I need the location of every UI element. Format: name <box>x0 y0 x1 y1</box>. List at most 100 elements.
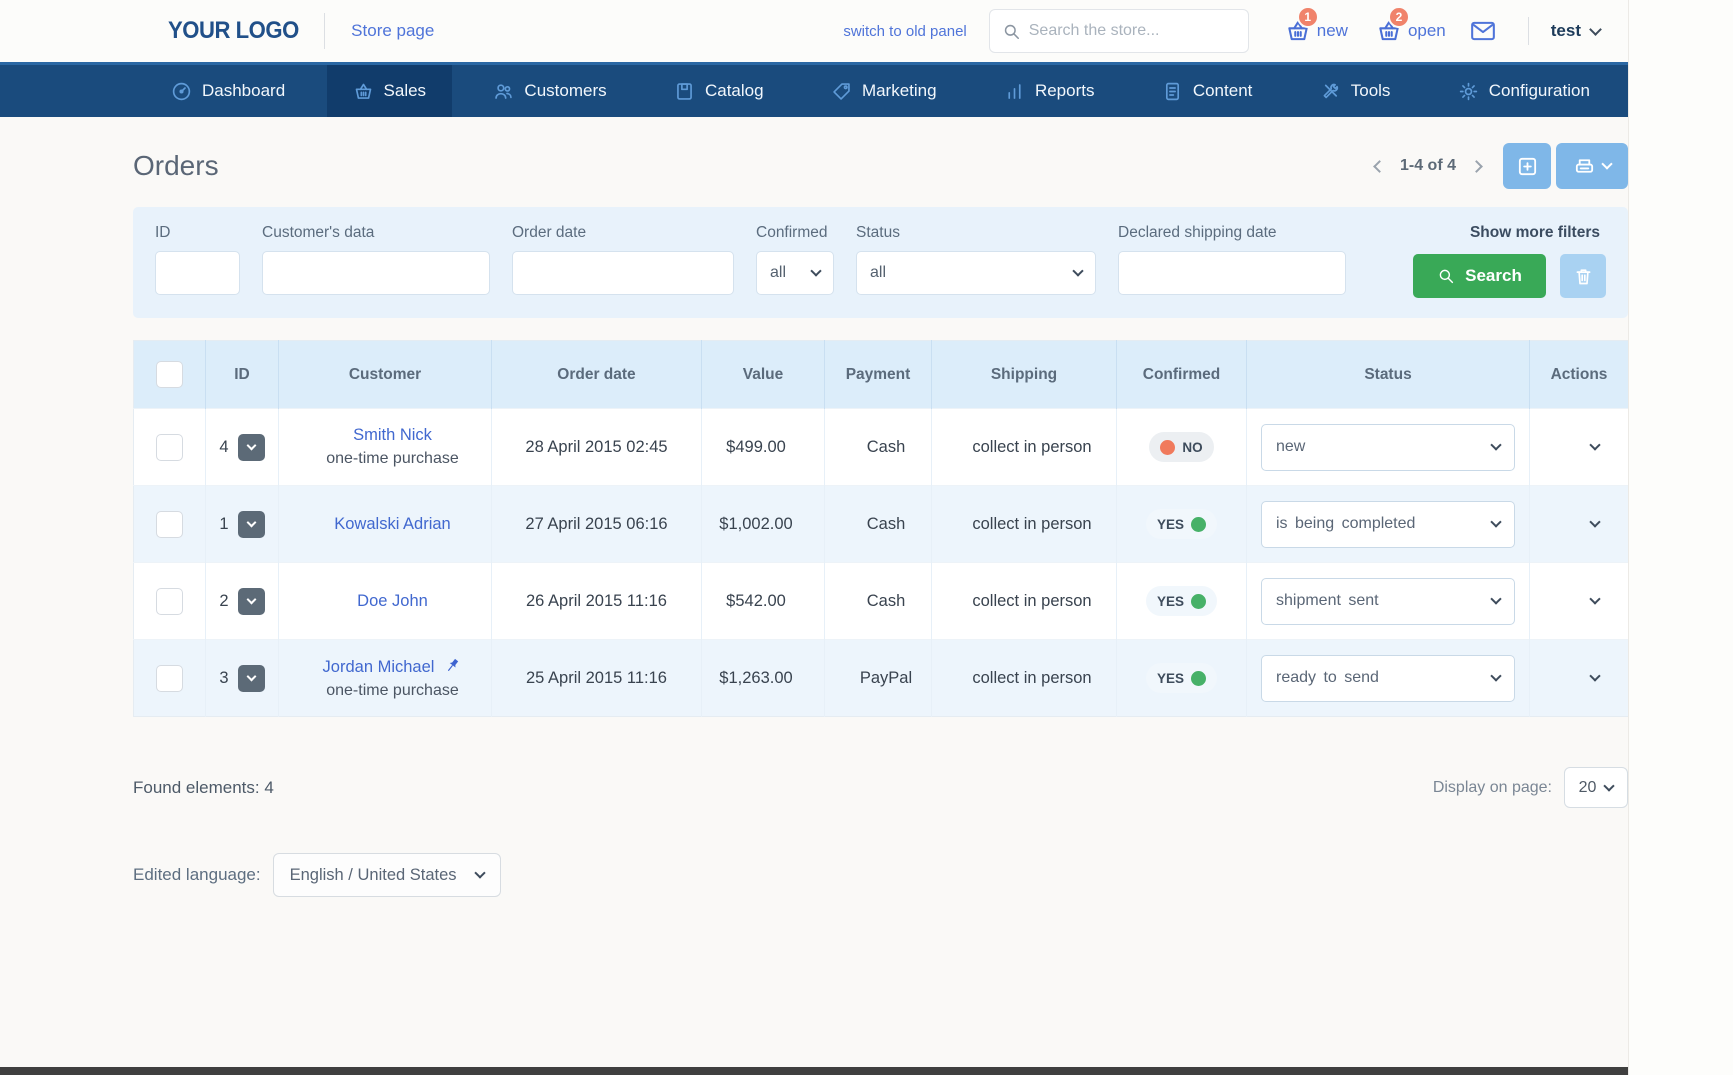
gear-icon <box>1559 436 1582 459</box>
order-value: $1,002.00 <box>701 485 825 563</box>
filter-status-label: Status <box>856 224 900 241</box>
user-name: test <box>1550 21 1581 40</box>
column-header-actions: Actions <box>1529 340 1629 409</box>
nav-item-content[interactable]: Content <box>1136 65 1279 117</box>
shipping-method: collect in person <box>931 562 1117 640</box>
chevron-down-icon <box>473 867 486 879</box>
row-checkbox[interactable] <box>156 664 183 692</box>
order-status-select[interactable]: is being completed <box>1261 500 1515 548</box>
column-header-shipping: Shipping <box>931 340 1117 409</box>
order-status-select[interactable]: ready to send <box>1261 654 1515 702</box>
tag-icon <box>831 81 852 102</box>
customers-icon <box>493 81 514 102</box>
prev-page-icon[interactable] <box>1373 159 1386 173</box>
nav-item-marketing[interactable]: Marketing <box>805 65 963 117</box>
filter-customer-label: Customer's data <box>262 224 375 241</box>
order-expand-button[interactable] <box>237 664 265 692</box>
chevron-down-icon <box>1589 670 1601 682</box>
gear-icon <box>1559 667 1582 690</box>
display-on-page-select[interactable]: 20 <box>1564 767 1628 808</box>
column-header-payment: Payment <box>824 340 932 409</box>
dashboard-icon <box>171 81 192 102</box>
order-status-select[interactable]: new <box>1261 423 1515 471</box>
nav-item-configuration[interactable]: Configuration <box>1432 65 1616 117</box>
order-id: 1 <box>219 514 229 533</box>
row-checkbox[interactable] <box>156 587 183 615</box>
nav-item-sales[interactable]: Sales <box>326 65 453 117</box>
filter-id-input[interactable] <box>155 251 240 295</box>
user-menu[interactable]: test <box>1550 21 1602 41</box>
order-expand-button[interactable] <box>237 433 265 461</box>
basket-icon <box>353 81 374 102</box>
customer-link[interactable]: Doe John <box>357 591 428 610</box>
row-checkbox[interactable] <box>156 510 183 538</box>
row-checkbox[interactable] <box>156 433 183 461</box>
nav-item-catalog[interactable]: Catalog <box>648 65 790 117</box>
nav-item-reports[interactable]: Reports <box>978 65 1121 117</box>
next-page-icon[interactable] <box>1470 159 1483 173</box>
orders-table: ID Customer Order date Value Payment Shi… <box>133 340 1629 717</box>
page-title: Orders <box>133 150 219 181</box>
customer-link[interactable]: Jordan Michael <box>322 658 435 676</box>
order-date: 28 April 2015 02:45 <box>491 408 702 486</box>
column-header-confirmed: Confirmed <box>1116 340 1247 409</box>
results-summary-row: Found elements: 4 Display on page: 20 <box>133 767 1628 808</box>
row-actions-button[interactable] <box>1530 590 1628 613</box>
chevron-down-icon <box>1589 439 1601 451</box>
chevron-down-icon <box>1589 593 1601 605</box>
customer-link[interactable]: Smith Nick <box>353 426 432 444</box>
table-row: 4 Smith Nick one-time purchase 28 April … <box>133 408 1629 486</box>
pin-icon <box>442 656 462 676</box>
catalog-icon <box>674 81 695 102</box>
search-icon <box>1002 22 1021 41</box>
chevron-down-icon <box>1490 439 1502 451</box>
filter-confirmed-select[interactable]: all <box>756 251 834 295</box>
switch-old-panel-link[interactable]: switch to old panel <box>843 22 967 40</box>
nav-item-customers[interactable]: Customers <box>467 65 632 117</box>
edited-language-label: Edited language: <box>133 865 261 884</box>
select-all-checkbox[interactable] <box>156 361 183 388</box>
filter-shipping-date-input[interactable] <box>1118 251 1346 295</box>
row-actions-button[interactable] <box>1530 513 1628 536</box>
store-search-input[interactable] <box>1028 22 1236 40</box>
store-page-link[interactable]: Store page <box>351 21 435 40</box>
chevron-down-icon <box>1490 516 1502 528</box>
edited-language-select[interactable]: English / United States <box>272 853 501 897</box>
orders-open-shortcut[interactable]: 2 open <box>1376 6 1446 44</box>
tools-icon <box>1320 81 1341 102</box>
filter-shipping-date-label: Declared shipping date <box>1118 224 1277 241</box>
order-expand-button[interactable] <box>237 510 265 538</box>
filter-order-date-input[interactable] <box>512 251 734 295</box>
search-button[interactable]: Search <box>1413 254 1546 298</box>
divider <box>1527 17 1529 45</box>
order-value: $542.00 <box>701 562 825 640</box>
clear-filters-button[interactable] <box>1560 254 1606 298</box>
confirmed-badge: YES <box>1145 586 1217 616</box>
desktop-gutter <box>1628 0 1733 1075</box>
purchase-type-label: one-time purchase <box>326 682 459 699</box>
show-more-filters-link[interactable]: Show more filters <box>1469 224 1600 241</box>
customer-link[interactable]: Kowalski Adrian <box>334 514 451 533</box>
add-order-button[interactable] <box>1503 143 1551 189</box>
pagination: 1-4 of 4 <box>1373 157 1483 175</box>
found-elements-text: Found elements: 4 <box>133 777 274 797</box>
mail-icon[interactable] <box>1470 20 1496 42</box>
title-row: Orders 1-4 of 4 <box>133 139 1628 193</box>
confirmed-badge: YES <box>1145 663 1217 693</box>
pagination-text: 1-4 of 4 <box>1399 157 1456 174</box>
nav-item-dashboard[interactable]: Dashboard <box>145 65 311 117</box>
order-expand-button[interactable] <box>237 587 265 615</box>
row-actions-button[interactable] <box>1530 667 1628 690</box>
order-value: $499.00 <box>701 408 825 486</box>
confirmed-badge: NO <box>1149 432 1214 462</box>
filter-customer-input[interactable] <box>262 251 490 295</box>
filter-id-label: ID <box>155 224 171 241</box>
orders-new-shortcut[interactable]: 1 new <box>1285 6 1348 44</box>
order-id: 2 <box>219 591 229 610</box>
filter-status-select[interactable]: all <box>856 251 1096 295</box>
order-status-select[interactable]: shipment sent <box>1261 577 1515 625</box>
row-actions-button[interactable] <box>1530 436 1628 459</box>
print-export-button[interactable] <box>1556 143 1628 189</box>
nav-item-tools[interactable]: Tools <box>1294 65 1417 117</box>
order-date: 25 April 2015 11:16 <box>491 639 702 717</box>
